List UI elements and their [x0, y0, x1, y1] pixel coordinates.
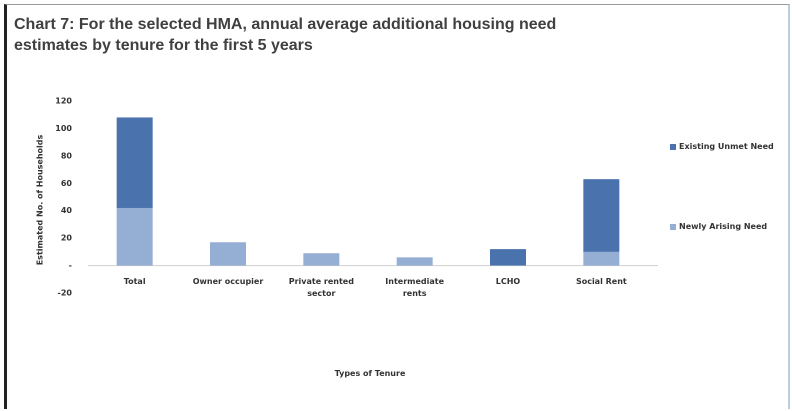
bar-segment	[210, 242, 246, 266]
bar-segment	[303, 253, 340, 266]
x-tick-label: Social Rent	[575, 277, 627, 286]
y-tick-label: 100	[55, 124, 72, 133]
legend-label: Existing Unmet Need	[679, 142, 774, 151]
x-tick-label: Owner occupier	[192, 277, 264, 286]
x-axis-label: Types of Tenure	[334, 369, 406, 378]
x-tick-label: LCHO	[495, 277, 521, 286]
y-tick-label: 40	[61, 206, 73, 215]
bar-segment	[116, 117, 153, 208]
y-tick-label: 120	[55, 97, 72, 106]
bar-segment	[583, 179, 620, 252]
x-tick-label: Private rented sector	[288, 277, 354, 298]
y-axis-label: Estimated No. of Households	[36, 134, 45, 265]
legend-swatch	[670, 224, 676, 230]
bar-segment	[583, 251, 620, 266]
legend-label: Newly Arising Need	[679, 222, 768, 231]
y-tick-label: 80	[61, 151, 73, 160]
y-tick-label: -	[69, 261, 72, 270]
y-tick-label: 60	[61, 179, 73, 188]
bar-segment	[116, 207, 153, 266]
chart-title: Chart 7: For the selected HMA, annual av…	[14, 16, 557, 54]
bar-segment	[490, 249, 526, 266]
bar-segment	[396, 257, 433, 266]
y-tick-label: 20	[61, 234, 73, 243]
legend-swatch	[670, 144, 676, 150]
y-tick-label: -20	[58, 289, 73, 298]
x-tick-label: Intermediate rents	[385, 277, 445, 298]
x-tick-label: Total	[123, 277, 146, 286]
